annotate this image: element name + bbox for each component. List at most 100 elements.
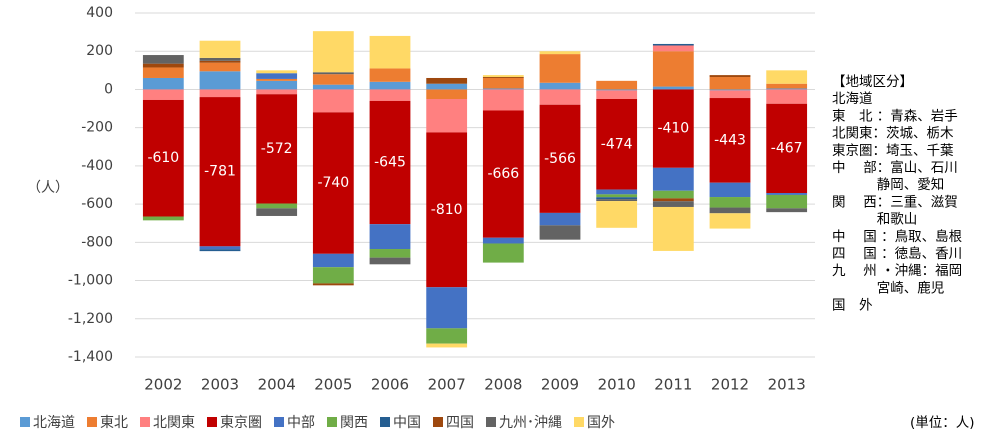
legend-label: 関西 xyxy=(340,415,368,431)
data-label: -443 xyxy=(714,132,746,148)
data-label: -645 xyxy=(374,155,406,171)
bar-segment xyxy=(652,206,694,251)
bar-segment xyxy=(652,45,694,52)
x-tick-label: 2010 xyxy=(598,376,636,394)
bar-segment xyxy=(199,249,241,252)
bar-segment xyxy=(766,88,808,90)
bar-segment xyxy=(709,77,751,90)
data-label: -666 xyxy=(487,166,519,182)
bar-segment xyxy=(709,182,751,198)
bar-segment xyxy=(369,68,411,82)
bar-segment xyxy=(369,249,411,258)
legend-label: 九州･沖縄 xyxy=(499,415,562,431)
bar-segment xyxy=(426,99,468,133)
y-tick-label: 0 xyxy=(104,81,113,97)
region-note: 東京圏：埼玉、千葉 xyxy=(832,143,954,159)
legend-swatch xyxy=(207,417,217,427)
region-note: 関 西：三重、滋賀 xyxy=(832,194,958,210)
bar-segment xyxy=(142,216,184,221)
bar-segment xyxy=(766,70,808,84)
data-label: -740 xyxy=(317,175,349,191)
unit-note: (単位：人) xyxy=(910,415,975,431)
bar-segment xyxy=(256,73,298,79)
region-note: 東 北 ：青森、岩手 xyxy=(832,108,958,124)
bar-segment xyxy=(482,110,524,238)
bar-segment xyxy=(256,80,298,90)
y-tick-label: -600 xyxy=(81,196,113,212)
bar-segment xyxy=(652,167,694,191)
bar-segment xyxy=(426,287,468,329)
region-note: 国 外 xyxy=(832,298,873,314)
bar-segment xyxy=(596,194,638,198)
region-note: 和歌山 xyxy=(832,212,917,228)
x-tick-label: 2006 xyxy=(371,376,409,394)
bar-segment xyxy=(369,257,411,265)
x-tick-label: 2011 xyxy=(654,376,692,394)
bar-segment xyxy=(426,89,468,99)
bar-segment xyxy=(766,194,808,209)
region-note: 【地域区分】 xyxy=(832,74,913,90)
y-axis-label: （人） xyxy=(27,180,69,196)
bar-segment xyxy=(766,103,808,194)
bar-segment xyxy=(312,283,354,286)
bar-segment xyxy=(369,35,411,69)
bar-segment xyxy=(199,246,241,250)
bar-segment xyxy=(199,62,241,72)
bar-segment xyxy=(199,71,241,90)
bar-segment xyxy=(256,94,298,204)
bar-segment xyxy=(652,43,694,46)
bar-segment xyxy=(256,203,298,209)
bar-segment xyxy=(709,197,751,208)
x-tick-label: 2008 xyxy=(484,376,522,394)
legend-label: 中部 xyxy=(287,415,315,431)
bar-segment xyxy=(482,75,524,78)
y-tick-label: 400 xyxy=(86,5,113,21)
bar-segment xyxy=(426,328,468,344)
x-tick-label: 2007 xyxy=(428,376,466,394)
bar-segment xyxy=(596,90,638,99)
data-label: -410 xyxy=(657,121,689,137)
legend-swatch xyxy=(433,417,443,427)
bar-segment xyxy=(596,99,638,190)
bar-segment xyxy=(426,83,468,90)
bar-segment xyxy=(709,75,751,78)
bar-segment xyxy=(426,77,468,84)
bar-segment xyxy=(652,201,694,207)
bar-segment xyxy=(766,208,808,213)
bar-segment xyxy=(312,72,354,75)
x-tick-label: 2009 xyxy=(541,376,579,394)
bar-segment xyxy=(482,88,524,90)
bar-segment xyxy=(199,60,241,63)
bar-segment xyxy=(199,97,241,247)
bar-segment xyxy=(199,40,241,58)
data-label: -781 xyxy=(204,164,236,180)
legend-label: 東京圏 xyxy=(220,415,262,431)
bar-segment xyxy=(426,343,468,348)
x-tick-label: 2013 xyxy=(768,376,806,394)
region-note: 四 国 ：徳島、香川 xyxy=(832,246,962,262)
x-tick-label: 2004 xyxy=(258,376,296,394)
region-note: 北海道 xyxy=(832,91,873,107)
bar-segment xyxy=(596,80,638,90)
bar-segment xyxy=(596,89,638,91)
y-tick-label: -1,000 xyxy=(68,273,113,289)
bar-segment xyxy=(142,67,184,78)
data-label: -566 xyxy=(544,151,576,167)
legend-label: 東北 xyxy=(100,415,128,431)
bar-segment xyxy=(256,78,298,81)
bar-segment xyxy=(142,63,184,68)
bar-segment xyxy=(539,89,581,105)
legend-swatch xyxy=(274,417,284,427)
bar-segment xyxy=(426,132,468,288)
bar-segment xyxy=(256,208,298,216)
legend-swatch xyxy=(486,417,496,427)
bar-segment xyxy=(312,267,354,284)
bar-segment xyxy=(312,112,354,254)
bar-segment xyxy=(256,70,298,74)
bar-segment xyxy=(539,54,581,83)
data-label: -467 xyxy=(771,140,803,156)
bar-segment xyxy=(709,90,751,99)
bar-segment xyxy=(539,212,581,226)
bar-segment xyxy=(256,89,298,95)
legend-swatch xyxy=(20,417,30,427)
